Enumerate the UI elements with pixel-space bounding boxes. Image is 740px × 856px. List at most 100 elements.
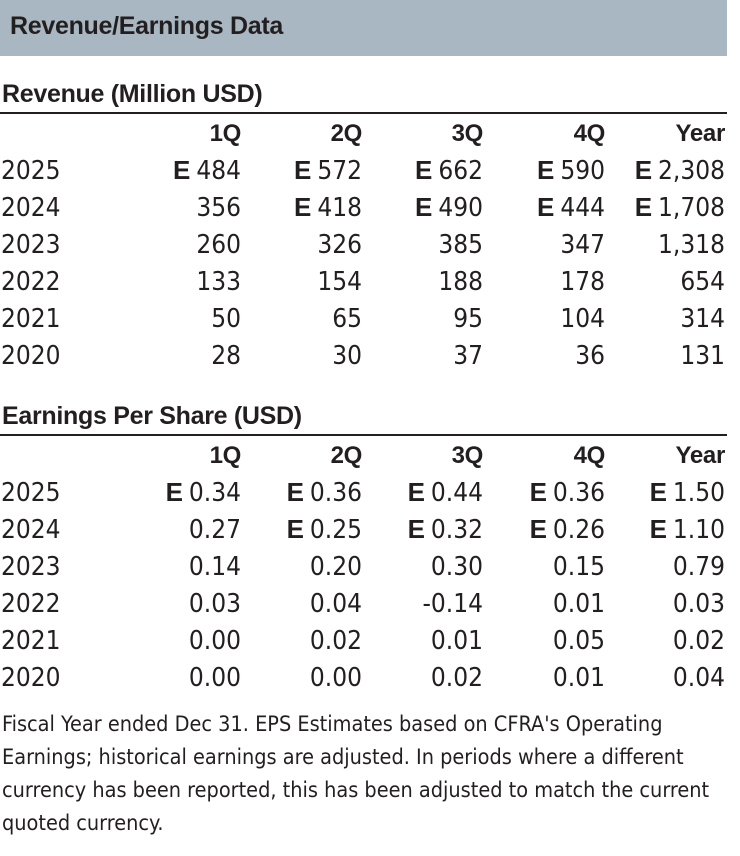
- revenue-cell-value: 356: [196, 193, 241, 223]
- revenue-cell-value: 178: [560, 267, 605, 297]
- revenue-cell-value: 1,318: [658, 230, 725, 260]
- eps-cell-value: 0.00: [188, 663, 241, 693]
- revenue-cell: 188: [364, 263, 485, 300]
- revenue-cell-value: 1,708: [658, 193, 725, 223]
- revenue-table-row: 2024 356 E 418 E 490 E 444 E 1,708: [0, 189, 727, 226]
- eps-row-year: 2025: [1, 477, 61, 508]
- revenue-cell: 131: [607, 337, 727, 374]
- revenue-cell-value: 28: [211, 341, 241, 371]
- revenue-cell: 133: [110, 263, 243, 300]
- eps-cell: 0.15: [485, 548, 607, 585]
- revenue-col-header: [0, 116, 110, 152]
- revenue-header-row: 1Q 2Q 3Q 4Q Year: [0, 116, 727, 152]
- revenue-cell: 314: [607, 300, 727, 337]
- revenue-cell: 154: [243, 263, 364, 300]
- revenue-cell-value: 418: [317, 193, 362, 223]
- eps-cell-value: 0.15: [552, 552, 605, 582]
- eps-cell: E 0.34: [110, 474, 243, 511]
- eps-cell-value: 0.36: [552, 478, 605, 508]
- eps-cell-value: 0.27: [188, 515, 241, 545]
- eps-cell-value: 0.05: [552, 626, 605, 656]
- revenue-cell: 36: [485, 337, 607, 374]
- eps-cell-value: 0.04: [672, 663, 725, 693]
- revenue-cell-value: 484: [196, 156, 241, 186]
- revenue-cell: E 484: [110, 152, 243, 189]
- eps-cell: E 1.10: [607, 511, 727, 548]
- eps-cell: 0.20: [243, 548, 364, 585]
- eps-cell: E 0.32: [364, 511, 485, 548]
- revenue-cell: 347: [485, 226, 607, 263]
- revenue-cell-value: 654: [680, 267, 725, 297]
- eps-cell: 0.01: [364, 622, 485, 659]
- revenue-cell-value: 572: [317, 156, 362, 186]
- revenue-col-header: 2Q: [330, 120, 363, 147]
- eps-row-year: 2020: [1, 662, 61, 693]
- eps-cell-value: 0.03: [672, 589, 725, 619]
- eps-header-row: 1Q 2Q 3Q 4Q Year: [0, 438, 727, 474]
- eps-cell: 0.30: [364, 548, 485, 585]
- header-band: Revenue/Earnings Data: [0, 0, 727, 56]
- estimate-marker: E: [649, 514, 667, 544]
- revenue-cell-value: 154: [317, 267, 362, 297]
- eps-row-year: 2023: [1, 551, 61, 582]
- revenue-cell: 95: [364, 300, 485, 337]
- eps-cell: 0.02: [243, 622, 364, 659]
- estimate-marker: E: [286, 477, 304, 507]
- eps-row-year: 2022: [1, 588, 61, 619]
- eps-cell-value: 0.02: [430, 663, 483, 693]
- eps-col-header: 1Q: [209, 442, 242, 469]
- eps-table-row: 2025 E 0.34 E 0.36 E 0.44 E 0.36 E 1.50: [0, 474, 727, 511]
- estimate-marker: E: [407, 477, 425, 507]
- eps-divider: [0, 434, 727, 436]
- footnote: Fiscal Year ended Dec 31. EPS Estimates …: [2, 712, 710, 836]
- revenue-cell-value: 188: [438, 267, 483, 297]
- revenue-cell: 260: [110, 226, 243, 263]
- revenue-cell-value: 65: [332, 304, 362, 334]
- eps-cell-value: -0.14: [422, 589, 483, 619]
- revenue-cell: E 572: [243, 152, 364, 189]
- revenue-table: 1Q 2Q 3Q 4Q Year 2025 E 484 E 572 E 662 E 590 E 2,…: [0, 116, 727, 374]
- eps-cell-value: 0.00: [188, 626, 241, 656]
- revenue-cell: 326: [243, 226, 364, 263]
- eps-cell-value: 0.01: [552, 663, 605, 693]
- estimate-marker: E: [529, 514, 547, 544]
- eps-cell: E 0.36: [485, 474, 607, 511]
- eps-cell-value: 1.50: [672, 478, 725, 508]
- revenue-cell: E 1,708: [607, 189, 727, 226]
- eps-cell-value: 0.26: [552, 515, 605, 545]
- eps-cell: 0.00: [243, 659, 364, 696]
- revenue-cell: E 2,308: [607, 152, 727, 189]
- eps-cell: 0.79: [607, 548, 727, 585]
- revenue-cell-value: 2,308: [658, 156, 725, 186]
- revenue-cell-value: 444: [560, 193, 605, 223]
- estimate-marker: E: [286, 514, 304, 544]
- eps-cell: E 1.50: [607, 474, 727, 511]
- revenue-cell: 178: [485, 263, 607, 300]
- eps-cell: 0.14: [110, 548, 243, 585]
- revenue-row-year: 2021: [1, 303, 61, 334]
- eps-table-body: 2025 E 0.34 E 0.36 E 0.44 E 0.36 E 1.50 2024 0.27 E 0.…: [0, 474, 727, 696]
- revenue-col-header: 3Q: [451, 120, 484, 147]
- eps-cell-value: 0.02: [309, 626, 362, 656]
- revenue-cell: 50: [110, 300, 243, 337]
- eps-cell: 0.00: [110, 622, 243, 659]
- eps-cell-value: 0.34: [188, 478, 241, 508]
- eps-table-row: 2021 0.00 0.02 0.01 0.05 0.02: [0, 622, 727, 659]
- revenue-cell: 30: [243, 337, 364, 374]
- eps-table: 1Q 2Q 3Q 4Q Year 2025 E 0.34 E 0.36 E 0.44 E 0.3…: [0, 438, 727, 696]
- eps-cell: 0.00: [110, 659, 243, 696]
- eps-cell: -0.14: [364, 585, 485, 622]
- estimate-marker: E: [649, 477, 667, 507]
- estimate-marker: E: [537, 192, 555, 222]
- revenue-cell-value: 490: [438, 193, 483, 223]
- eps-col-header: Year: [675, 442, 725, 469]
- eps-col-header: 3Q: [451, 442, 484, 469]
- revenue-cell: E 662: [364, 152, 485, 189]
- revenue-row-year: 2025: [1, 155, 61, 186]
- eps-col-header: 4Q: [573, 442, 606, 469]
- revenue-cell-value: 385: [438, 230, 483, 260]
- revenue-cell-value: 95: [453, 304, 483, 334]
- estimate-marker: E: [529, 477, 547, 507]
- revenue-cell-value: 131: [680, 341, 725, 371]
- eps-cell: 0.02: [607, 622, 727, 659]
